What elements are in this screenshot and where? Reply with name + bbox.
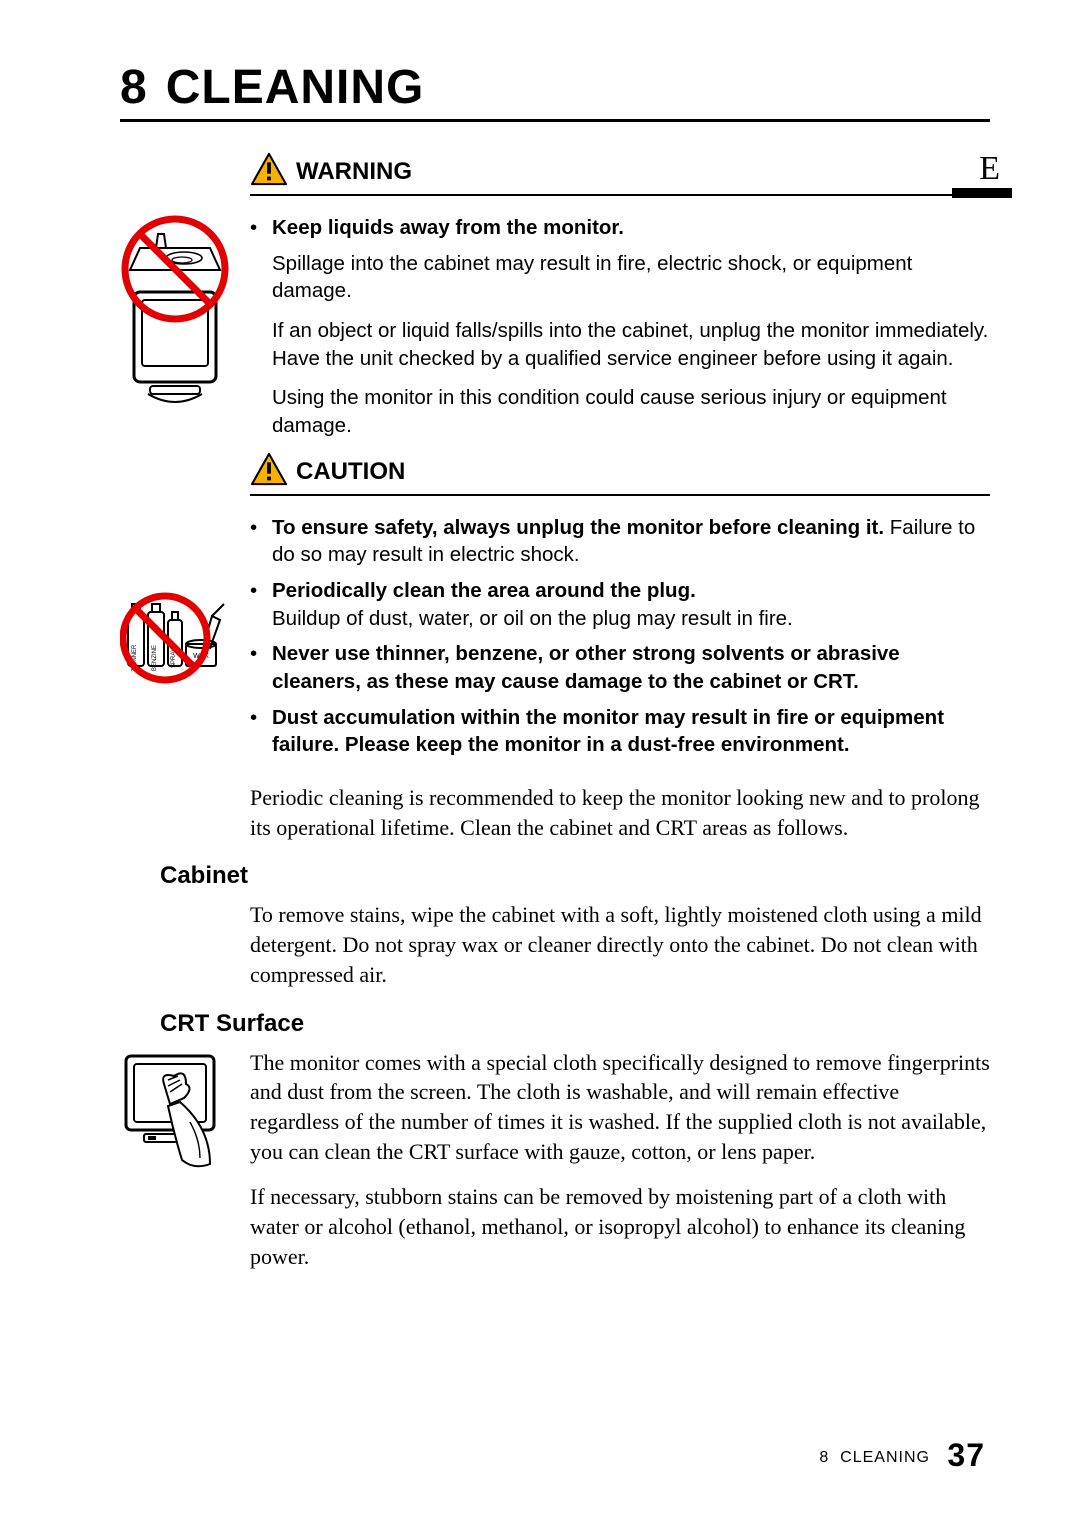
caution-header: CAUTION — [250, 452, 990, 486]
crt-para-2: If necessary, stubborn stains can be rem… — [250, 1182, 990, 1271]
warning-bullet: • Keep liquids away from the monitor. — [250, 214, 990, 242]
bullet-dot: • — [250, 640, 272, 695]
warning-label: WARNING — [296, 158, 412, 186]
caution-b1-body: To ensure safety, always unplug the moni… — [272, 514, 990, 569]
wipe-screen-icon — [120, 1048, 230, 1178]
chapter-title: 8 CLEANING — [120, 60, 990, 122]
side-letter: E — [979, 150, 1000, 188]
caution-b3-bold: Never use thinner, benzene, or other str… — [272, 640, 990, 695]
cabinet-para: To remove stains, wipe the cabinet with … — [250, 900, 990, 989]
caution-b1-bold: To ensure safety, always unplug the moni… — [272, 516, 884, 539]
warning-triangle-icon — [250, 152, 288, 186]
footer-page-number: 37 — [947, 1437, 985, 1473]
warning-bullet-bold: Keep liquids away from the monitor. — [272, 214, 990, 242]
warning-content: • Keep liquids away from the monitor. Sp… — [250, 214, 990, 440]
warning-para-1: Spillage into the cabinet may result in … — [272, 250, 990, 305]
footer-chapter-label: CLEANING — [840, 1449, 930, 1466]
bullet-dot: • — [250, 214, 272, 242]
crt-heading: CRT Surface — [160, 1010, 990, 1038]
caution-bullet-2: • Periodically clean the area around the… — [250, 577, 990, 632]
footer-chapter-num: 8 — [819, 1449, 829, 1466]
caution-content: THINNER BENZINE SPRAY WAX • To ensure sa… — [250, 514, 990, 843]
crt-para-1: The monitor comes with a special cloth s… — [250, 1048, 990, 1167]
crt-block: The monitor comes with a special cloth s… — [250, 1048, 990, 1272]
warning-para-2: If an object or liquid falls/spills into… — [272, 317, 990, 372]
side-letter-bar — [952, 188, 1012, 198]
no-liquids-icon — [120, 214, 230, 414]
caution-label: CAUTION — [296, 458, 405, 486]
caution-bullet-3: • Never use thinner, benzene, or other s… — [250, 640, 990, 695]
bullet-dot: • — [250, 577, 272, 632]
chapter-name: CLEANING — [166, 61, 425, 114]
cabinet-heading: Cabinet — [160, 862, 990, 890]
caution-b2-bold: Periodically clean the area around the p… — [272, 579, 696, 602]
warning-rule — [250, 194, 990, 196]
caution-rule — [250, 494, 990, 496]
intro-para: Periodic cleaning is recommended to keep… — [250, 783, 990, 842]
svg-text:BENZINE: BENZINE — [152, 645, 158, 671]
caution-b2-body: Periodically clean the area around the p… — [272, 577, 990, 632]
caution-bullet-4: • Dust accumulation within the monitor m… — [250, 704, 990, 759]
caution-bullet-1: • To ensure safety, always unplug the mo… — [250, 514, 990, 569]
warning-para-3: Using the monitor in this condition coul… — [272, 384, 990, 439]
caution-b2-tail: Buildup of dust, water, or oil on the pl… — [272, 607, 793, 630]
no-solvents-icon: THINNER BENZINE SPRAY WAX — [120, 590, 230, 710]
caution-triangle-icon — [250, 452, 288, 486]
bullet-dot: • — [250, 704, 272, 759]
cabinet-block: To remove stains, wipe the cabinet with … — [250, 900, 990, 989]
bullet-dot: • — [250, 514, 272, 569]
warning-header: WARNING — [250, 152, 990, 186]
chapter-number: 8 — [120, 61, 148, 114]
page-footer: 8 CLEANING 37 — [819, 1437, 985, 1474]
caution-b4-bold: Dust accumulation within the monitor may… — [272, 704, 990, 759]
